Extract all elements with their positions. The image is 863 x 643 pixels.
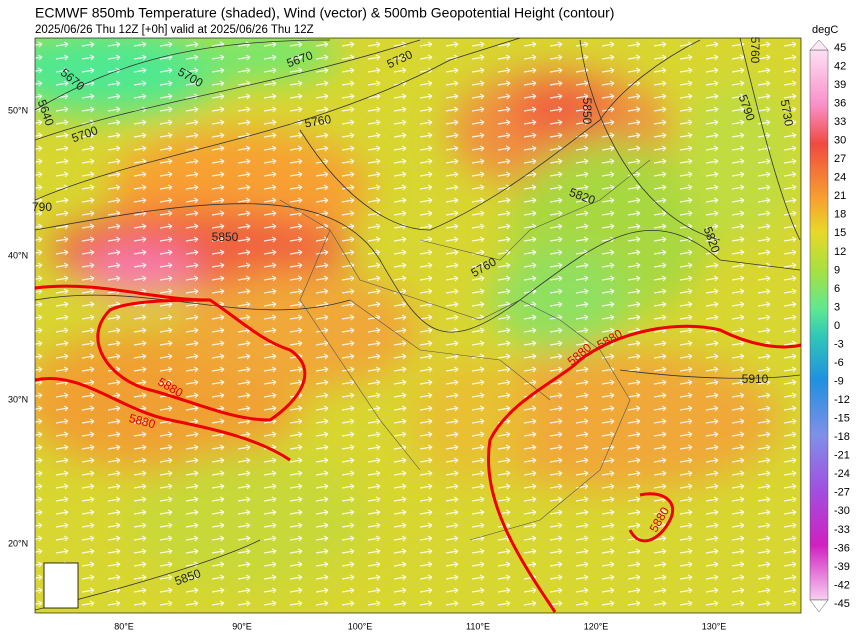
lon-label: 130°E (702, 621, 727, 631)
colorbar-label: 42 (834, 60, 846, 72)
colorbar-label: -6 (834, 357, 844, 369)
colorbar-label: -3 (834, 338, 844, 350)
map-area (35, 38, 801, 613)
lat-label: 50°N (8, 105, 28, 115)
colorbar-label: 33 (834, 116, 846, 128)
title: ECMWF 850mb Temperature (shaded), Wind (… (35, 5, 614, 21)
colorbar-label: 24 (834, 172, 846, 184)
contour-label: 5760 (748, 37, 762, 64)
colorbar-label: -36 (834, 542, 850, 554)
lat-label: 30°N (8, 394, 28, 404)
colorbar-label: -18 (834, 431, 850, 443)
colorbar-label: -33 (834, 524, 850, 536)
lon-label: 80°E (114, 621, 134, 631)
colorbar-unit: degC (812, 24, 838, 36)
contour-label: 5760 (303, 112, 332, 130)
colorbar-label: 18 (834, 209, 846, 221)
lon-label: 120°E (584, 621, 609, 631)
colorbar-label: 3 (834, 301, 840, 313)
colorbar-label: 0 (834, 320, 840, 332)
contour-label: 5730 (778, 98, 796, 127)
colorbar-label: -9 (834, 376, 844, 388)
colorbar (809, 49, 829, 601)
colorbar-label: -27 (834, 487, 850, 499)
colorbar-label: 27 (834, 153, 846, 165)
colorbar-label: 39 (834, 79, 846, 91)
contour-label: 5880 (128, 411, 158, 432)
colorbar-label: -39 (834, 561, 850, 573)
contour-label: 5850 (212, 230, 239, 244)
contour-label: 790 (32, 200, 52, 214)
subtitle: 2025/06/26 Thu 12Z [+0h] valid at 2025/0… (35, 24, 314, 36)
contour-label: 5910 (742, 372, 769, 386)
colorbar-label: 45 (834, 42, 846, 54)
colorbar-label: 12 (834, 246, 846, 258)
colorbar-label: 21 (834, 190, 846, 202)
lat-label: 40°N (8, 250, 28, 260)
colorbar-label: 15 (834, 227, 846, 239)
colorbar-label: -42 (834, 579, 850, 591)
lon-label: 100°E (348, 621, 373, 631)
colorbar-label: -15 (834, 413, 850, 425)
colorbar-label: -12 (834, 394, 850, 406)
colorbar-label: -24 (834, 468, 850, 480)
colorbar-label: 30 (834, 135, 846, 147)
contour-label: 5850 (580, 98, 594, 125)
colorbar-label: -30 (834, 505, 850, 517)
lon-label: 90°E (232, 621, 252, 631)
colorbar-label: 9 (834, 264, 840, 276)
colorbar-label: -45 (834, 598, 850, 610)
lat-label: 20°N (8, 538, 28, 548)
lon-label: 110°E (466, 621, 490, 631)
colorbar-label: 36 (834, 98, 846, 110)
colorbar-label: 6 (834, 283, 840, 295)
colorbar-label: -21 (834, 450, 850, 462)
